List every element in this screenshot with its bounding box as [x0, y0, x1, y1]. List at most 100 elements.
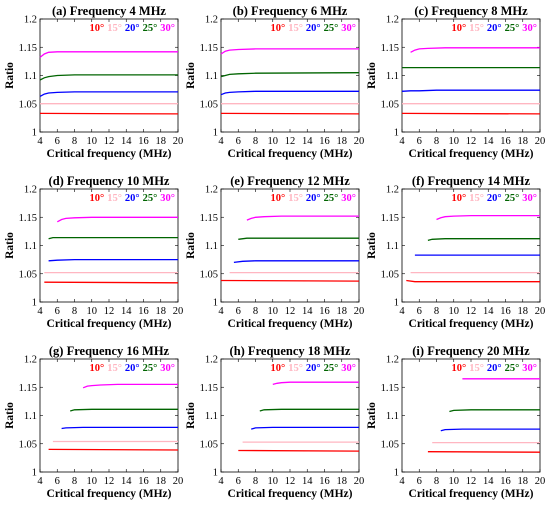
- x-axis-label: Critical frequency (MHz): [47, 488, 172, 500]
- series-line-10deg: [401, 112, 541, 115]
- series-line-20deg: [401, 89, 540, 92]
- legend-entry-25deg: 25°: [505, 363, 520, 374]
- series-line-20deg: [61, 426, 178, 430]
- y-tick-label: 1: [394, 128, 399, 139]
- plot-frame: [220, 188, 360, 303]
- x-tick-label: 10: [449, 136, 460, 147]
- x-tick-label: 20: [535, 476, 546, 487]
- x-tick-label: 14: [483, 136, 494, 147]
- x-axis-label: Critical frequency (MHz): [409, 488, 534, 500]
- x-axis-label: Critical frequency (MHz): [47, 318, 172, 330]
- legend-entry-15deg: 15°: [288, 193, 303, 204]
- x-tick-label: 4: [399, 136, 405, 147]
- series-line-30deg: [39, 51, 178, 58]
- y-tick-label: 1.1: [386, 71, 399, 82]
- x-tick-label: 18: [156, 136, 167, 147]
- x-tick-label: 12: [285, 306, 296, 317]
- x-tick-label: 10: [449, 476, 460, 487]
- subplot-title: (b) Frequency 6 MHz: [233, 4, 348, 18]
- y-tick-label: 1.15: [200, 383, 218, 394]
- subplot-h: (h) Frequency 18 MHz 4 6 8 10 12 14 16 18 20 1 1.05…: [185, 344, 364, 500]
- legend-entry-20deg: 20°: [306, 23, 321, 34]
- y-tick-label: 1.05: [381, 99, 399, 110]
- legend-entry-10deg: 10°: [451, 363, 466, 374]
- x-tick-label: 8: [253, 136, 258, 147]
- y-axis-label: Ratio: [366, 232, 378, 259]
- series-line-30deg: [56, 216, 178, 223]
- plot-frame: [39, 358, 179, 473]
- y-tick-label: 1.05: [200, 439, 218, 450]
- series-line-25deg: [449, 409, 540, 413]
- x-tick-label: 12: [285, 476, 296, 487]
- subplot-c: (c) Frequency 8 MHz 4 6 8 10 12 14 16 18 20 1 1.05 1…: [366, 4, 545, 160]
- legend-entry-30deg: 30°: [341, 363, 356, 374]
- series-line-25deg: [259, 408, 359, 412]
- legend-entry-30deg: 30°: [160, 363, 175, 374]
- x-tick-label: 18: [156, 476, 167, 487]
- x-tick-label: 16: [500, 306, 511, 317]
- series-line-20deg: [39, 91, 178, 97]
- y-tick-label: 1.2: [386, 355, 399, 366]
- y-tick-label: 1: [32, 128, 37, 139]
- x-tick-label: 6: [236, 136, 241, 147]
- subplot-title: (a) Frequency 4 MHz: [52, 4, 166, 18]
- x-tick-label: 6: [417, 476, 422, 487]
- x-tick-label: 16: [500, 136, 511, 147]
- x-tick-label: 4: [399, 306, 405, 317]
- x-tick-label: 8: [434, 136, 439, 147]
- x-tick-label: 6: [236, 306, 241, 317]
- x-tick-label: 6: [55, 306, 60, 317]
- x-tick-label: 18: [518, 306, 529, 317]
- x-tick-label: 8: [72, 476, 77, 487]
- legend-entry-15deg: 15°: [288, 363, 303, 374]
- x-tick-label: 18: [518, 476, 529, 487]
- x-axis-label: Critical frequency (MHz): [228, 318, 353, 330]
- x-tick-label: 16: [319, 306, 330, 317]
- y-tick-label: 1.2: [205, 355, 218, 366]
- legend-entry-30deg: 30°: [341, 193, 356, 204]
- x-tick-label: 8: [72, 306, 77, 317]
- series-line-25deg: [48, 236, 178, 240]
- subplot-d: (d) Frequency 10 MHz 4 6 8 10 12 14 16 18 20 1 1.05…: [4, 174, 183, 330]
- y-axis-label: Ratio: [4, 62, 16, 89]
- y-axis-label: Ratio: [4, 232, 16, 259]
- legend-entry-25deg: 25°: [324, 363, 339, 374]
- legend-entry-15deg: 15°: [469, 363, 484, 374]
- subplot-title: (e) Frequency 12 MHz: [230, 174, 350, 188]
- x-tick-label: 14: [302, 136, 313, 147]
- y-tick-label: 1: [32, 468, 37, 479]
- plot-frame: [220, 18, 360, 133]
- series-line-30deg: [82, 383, 178, 389]
- legend-entry-10deg: 10°: [451, 193, 466, 204]
- x-tick-label: 14: [302, 476, 313, 487]
- series-line-25deg: [238, 237, 359, 240]
- x-tick-label: 8: [253, 306, 258, 317]
- x-tick-label: 20: [354, 306, 365, 317]
- legend-entry-15deg: 15°: [107, 193, 122, 204]
- legend-entry-10deg: 10°: [89, 363, 104, 374]
- legend-entry-15deg: 15°: [107, 363, 122, 374]
- subplot-title: (h) Frequency 18 MHz: [230, 344, 351, 358]
- plot-frame: [401, 18, 541, 133]
- series-line-25deg: [427, 238, 540, 242]
- legend-entry-10deg: 10°: [89, 23, 104, 34]
- y-tick-label: 1.1: [205, 71, 218, 82]
- legend-entry-30deg: 30°: [522, 193, 537, 204]
- series-line-20deg: [220, 90, 359, 96]
- x-tick-label: 16: [138, 136, 149, 147]
- series-line-10deg: [39, 112, 179, 115]
- y-tick-label: 1.05: [200, 99, 218, 110]
- y-axis-label: Ratio: [185, 402, 197, 429]
- subplot-e: (e) Frequency 12 MHz 4 6 8 10 12 14 16 18 20 1 1.05…: [185, 174, 364, 330]
- x-tick-label: 6: [417, 136, 422, 147]
- x-tick-label: 16: [138, 306, 149, 317]
- legend-entry-10deg: 10°: [451, 23, 466, 34]
- series-line-30deg: [220, 48, 359, 55]
- x-tick-label: 12: [466, 306, 477, 317]
- y-tick-label: 1.05: [200, 269, 218, 280]
- x-tick-label: 12: [285, 136, 296, 147]
- x-axis-label: Critical frequency (MHz): [228, 488, 353, 500]
- legend: 10° 15° 20° 25° 30°: [89, 23, 175, 34]
- legend-entry-30deg: 30°: [160, 23, 175, 34]
- y-tick-label: 1: [394, 468, 399, 479]
